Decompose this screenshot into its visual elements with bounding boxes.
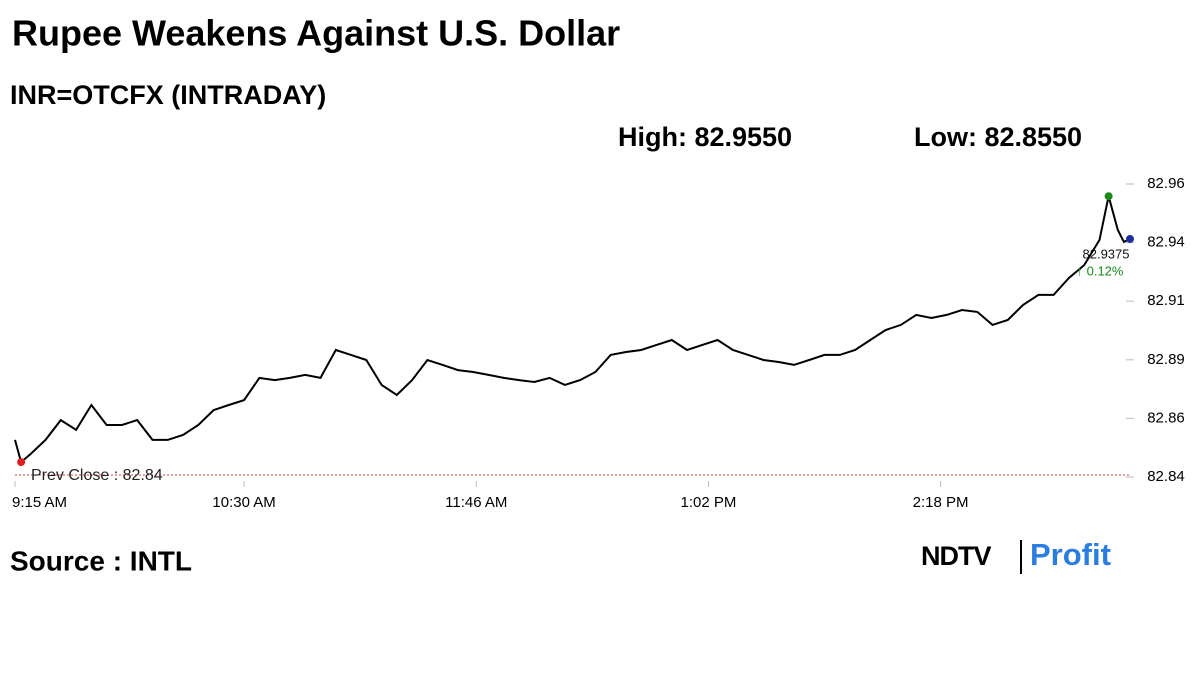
change-label: ↑ 0.12% xyxy=(1077,263,1124,278)
prev-close-label: Prev Close : 82.84 xyxy=(31,467,163,484)
high-text: High: 82.9550 xyxy=(618,122,792,152)
source: Source : INTL xyxy=(10,545,192,576)
x-tick-label: 10:30 AM xyxy=(212,494,275,511)
high-marker xyxy=(1104,192,1113,201)
low-marker xyxy=(17,458,26,467)
x-tick-label: 2:18 PM xyxy=(913,494,969,511)
low-text: Low: 82.8550 xyxy=(914,122,1082,152)
y-tick-label: 82.96 xyxy=(1147,175,1185,192)
x-tick-label: 11:46 AM xyxy=(445,494,507,511)
y-tick-label: 82.91 xyxy=(1147,292,1185,309)
chart-title: Rupee Weakens Against U.S. Dollar xyxy=(12,13,620,54)
y-tick-label: 82.94 xyxy=(1147,234,1185,251)
last-marker xyxy=(1126,234,1134,243)
price-line xyxy=(14,195,1131,464)
x-tick-label: 9:15 AM xyxy=(12,494,67,511)
logo-profit: Profit xyxy=(1030,537,1111,572)
x-tick-label: 1:02 PM xyxy=(681,494,737,511)
y-tick-label: 82.86 xyxy=(1147,409,1185,426)
chart-subtitle: INR=OTCFX (INTRADAY) xyxy=(10,80,326,110)
logo-ndtv: NDTV xyxy=(921,541,991,571)
y-tick-label: 82.89 xyxy=(1147,351,1185,368)
last-value-label: 82.9375 xyxy=(1083,246,1130,261)
y-tick-label: 82.84 xyxy=(1147,468,1185,485)
